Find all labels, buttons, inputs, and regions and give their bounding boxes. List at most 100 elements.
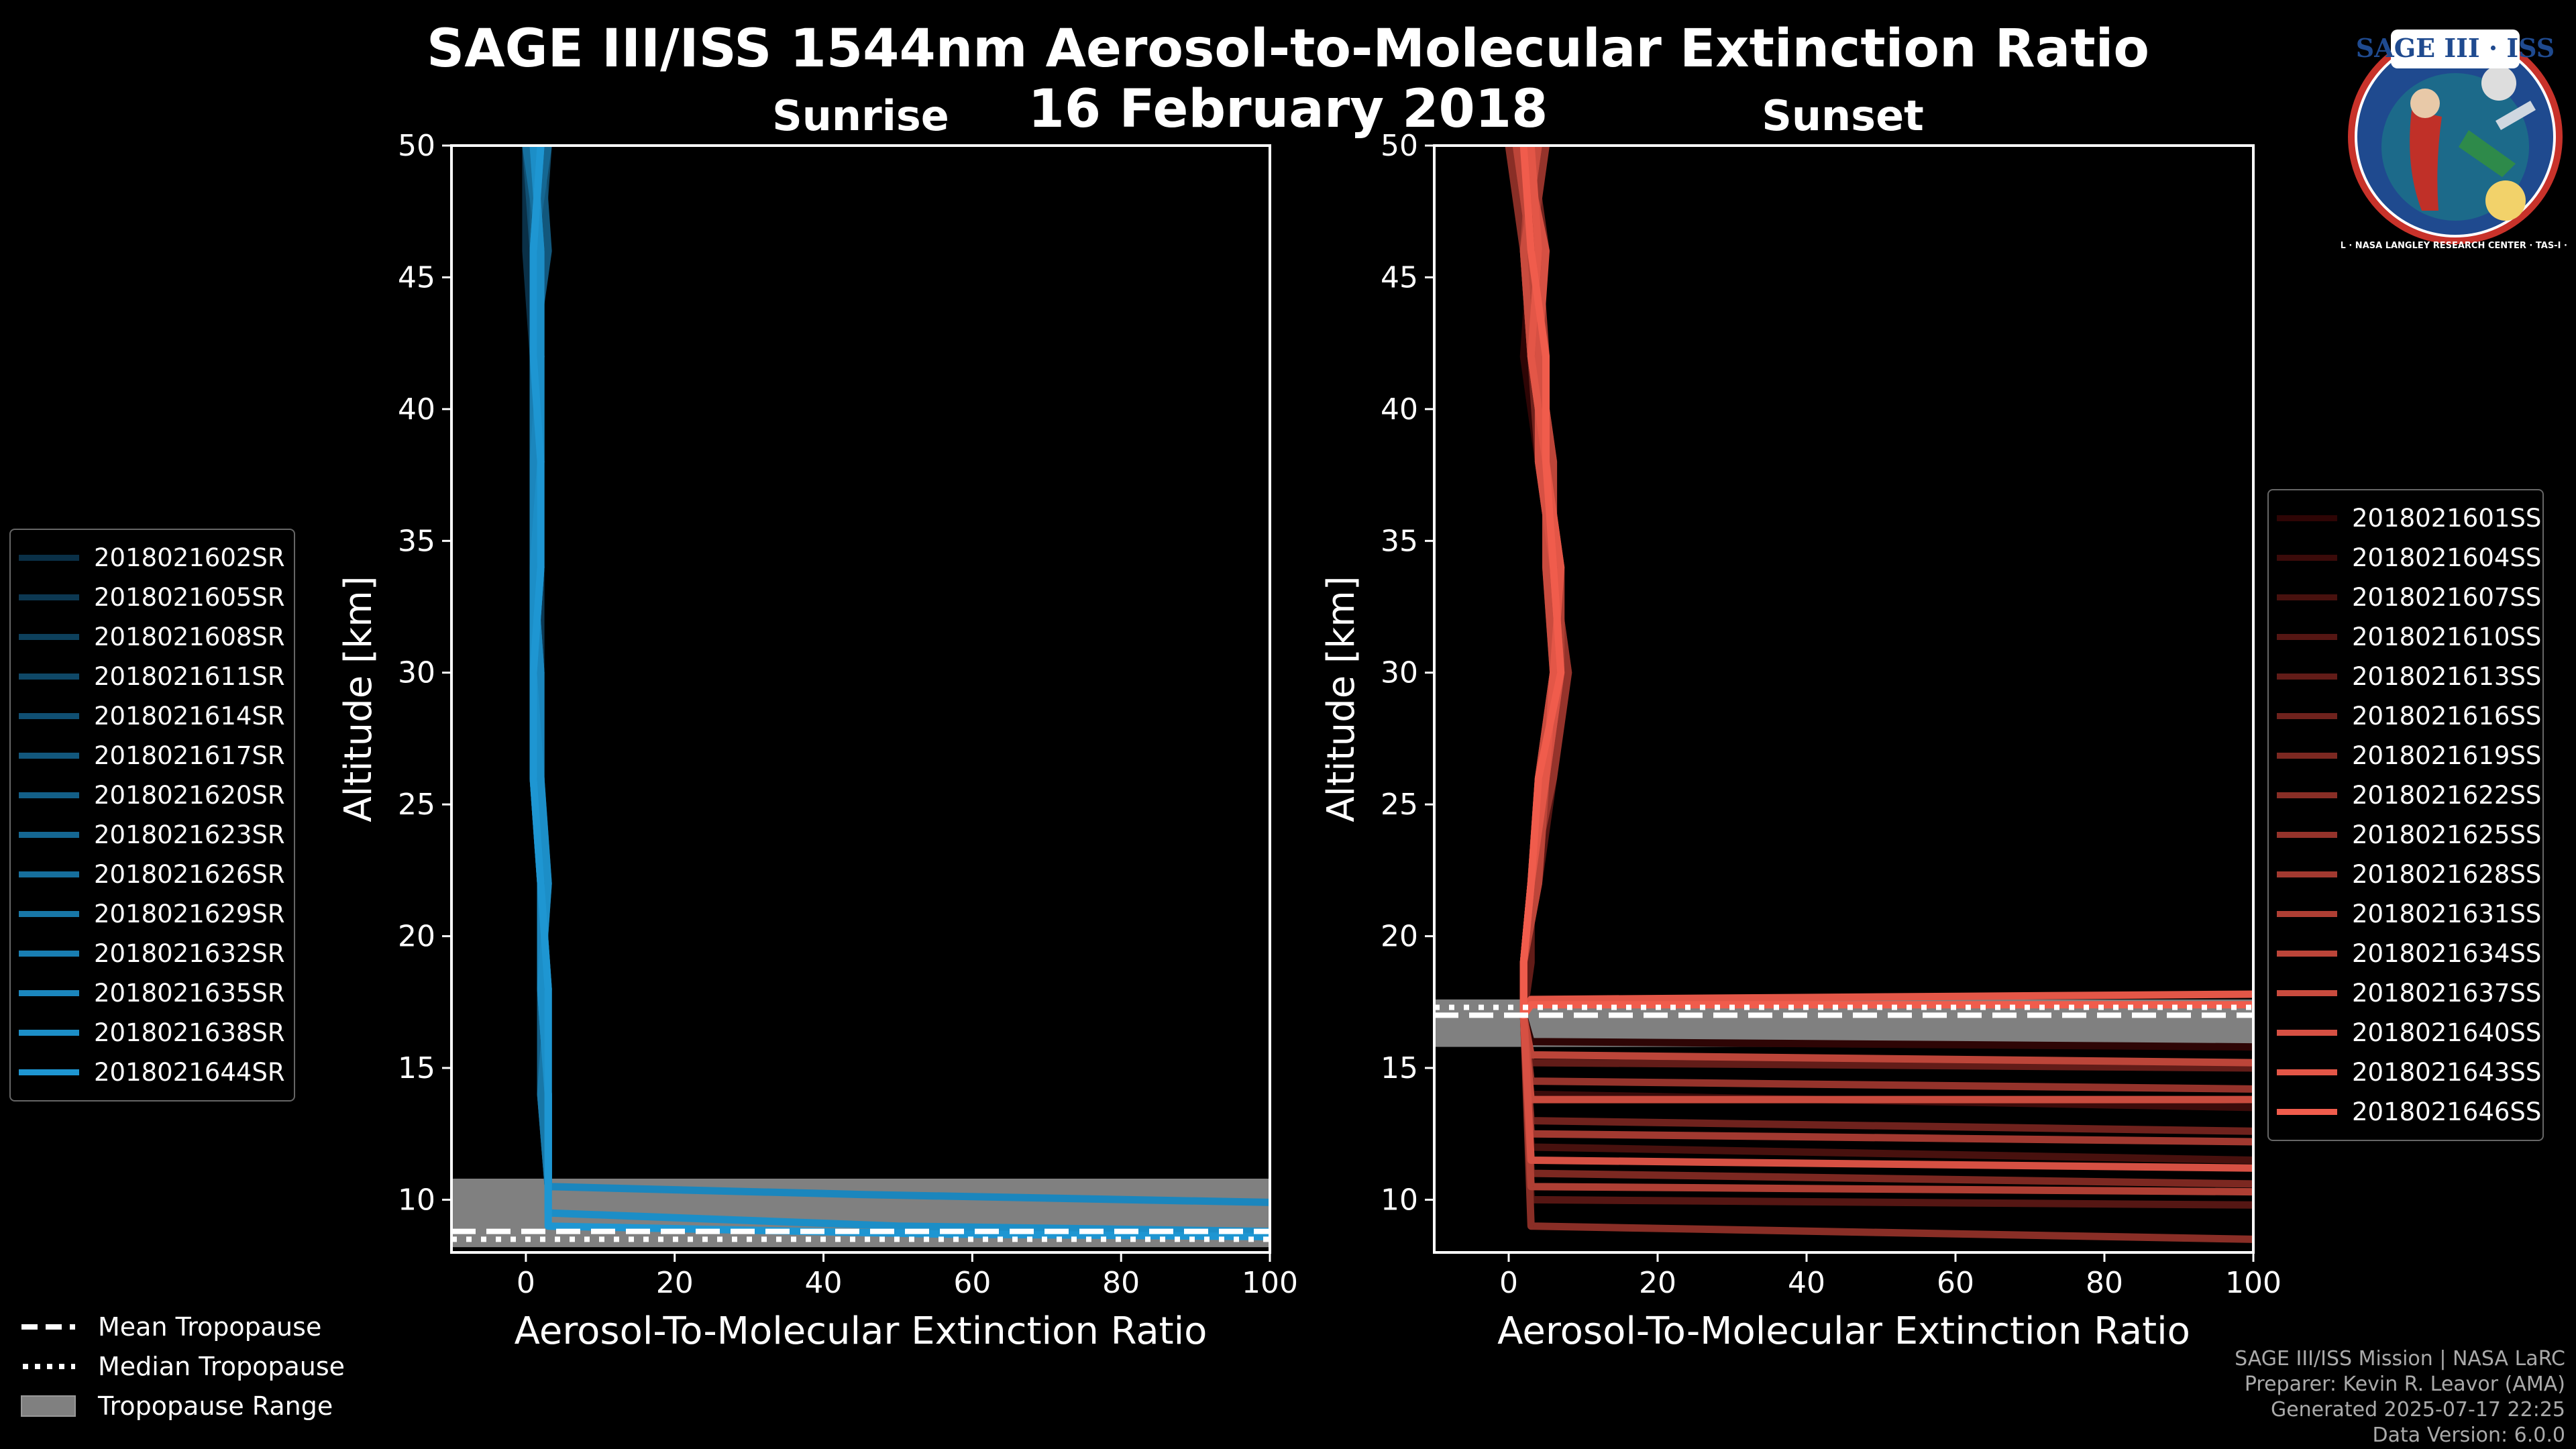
legend-range-label: Tropopause Range (98, 1391, 333, 1421)
chart-title-line1: SAGE III/ISS 1544nm Aerosol-to-Molecular… (427, 19, 2149, 79)
dashed-line-icon (21, 1324, 75, 1330)
legend-item-2018021602SR: 2018021602SR (11, 538, 294, 578)
legend-swatch (2277, 832, 2337, 838)
sunrise-panel-title: Sunrise (772, 91, 949, 140)
ss-y-tick-label: 35 (1381, 524, 1418, 558)
legend-label: 2018021620SR (94, 781, 285, 810)
legend-swatch (2277, 594, 2337, 600)
legend-label: 2018021640SS (2352, 1018, 2542, 1047)
legend-swatch (2277, 990, 2337, 996)
dotted-line-icon (23, 1363, 75, 1369)
legend-label: 2018021604SS (2352, 543, 2542, 572)
legend-item-2018021646SS: 2018021646SS (2269, 1092, 2542, 1132)
credit-mission: SAGE III/ISS Mission | NASA LaRC (2235, 1347, 2565, 1371)
ss-plot-frame (1433, 144, 2255, 1254)
legend-item-2018021611SR: 2018021611SR (11, 657, 294, 696)
legend-label: 2018021602SR (94, 543, 285, 572)
legend-median-label: Median Tropopause (98, 1351, 345, 1381)
sr-x-axis-label: Aerosol-To-Molecular Extinction Ratio (515, 1309, 1208, 1353)
legend-item-2018021632SR: 2018021632SR (11, 934, 294, 973)
ss-x-tick-label: 80 (2086, 1266, 2123, 1300)
sr-data-layer (451, 146, 1270, 1248)
legend-item-2018021638SR: 2018021638SR (11, 1013, 294, 1053)
sr-y-tick-label: 40 (398, 392, 435, 427)
legend-swatch (2277, 713, 2337, 719)
legend-label: 2018021610SS (2352, 623, 2542, 651)
credit-generated: Generated 2025-07-17 22:25 (2270, 1398, 2565, 1421)
sunset-panel-title: Sunset (1762, 91, 1924, 140)
legend-mean-tropopause: Mean Tropopause (20, 1307, 345, 1346)
legend-item-2018021623SR: 2018021623SR (11, 815, 294, 855)
ss-y-tick-label: 20 (1381, 920, 1418, 954)
legend-swatch (19, 555, 79, 561)
ss-x-tick-label: 20 (1639, 1266, 1676, 1300)
legend-item-2018021622SS: 2018021622SS (2269, 775, 2542, 815)
ss-y-axis-label: Altitude [km] (1320, 576, 1363, 822)
legend-swatch (19, 832, 79, 838)
legend-label: 2018021601SS (2352, 504, 2542, 533)
legend-label: 2018021635SR (94, 979, 285, 1008)
legend-label: 2018021613SS (2352, 662, 2542, 691)
ss-x-tick-label: 40 (1788, 1266, 1825, 1300)
ss-x-tick-label: 0 (1499, 1266, 1518, 1300)
sr-plot-area (451, 146, 1270, 1252)
legend-swatch (2277, 792, 2337, 798)
ss-y-tick-label: 40 (1381, 392, 1418, 427)
legend-swatch (19, 1069, 79, 1075)
ss-y-tick-label: 30 (1381, 656, 1418, 690)
legend-tropopause-range: Tropopause Range (20, 1386, 345, 1426)
tropopause-legend: Mean Tropopause Median Tropopause Tropop… (20, 1307, 345, 1426)
ss-x-tick-label: 60 (1937, 1266, 1974, 1300)
legend-swatch (2277, 753, 2337, 759)
legend-label: 2018021632SR (94, 939, 285, 968)
legend-label: 2018021611SR (94, 662, 285, 691)
sr-x-tick-label: 0 (517, 1266, 535, 1300)
ss-y-tick-label: 15 (1381, 1051, 1418, 1085)
legend-label: 2018021607SS (2352, 583, 2542, 612)
legend-item-2018021626SR: 2018021626SR (11, 855, 294, 894)
legend-swatch (19, 990, 79, 996)
legend-swatch (2277, 951, 2337, 957)
legend-swatch (2277, 674, 2337, 680)
sr-y-tick-label: 30 (398, 656, 435, 690)
ss-data-layer (1434, 146, 2253, 1243)
legend-label: 2018021638SR (94, 1018, 285, 1047)
legend-item-2018021644SR: 2018021644SR (11, 1053, 294, 1092)
legend-swatch (2277, 555, 2337, 561)
legend-swatch (2277, 515, 2337, 521)
legend-item-2018021613SS: 2018021613SS (2269, 657, 2542, 696)
legend-median-tropopause: Median Tropopause (20, 1346, 345, 1386)
legend-label: 2018021623SR (94, 820, 285, 849)
sr-y-tick-label: 15 (398, 1051, 435, 1085)
legend-item-2018021620SR: 2018021620SR (11, 775, 294, 815)
legend-item-2018021608SR: 2018021608SR (11, 617, 294, 657)
ss-y-tick-label: 50 (1381, 129, 1418, 163)
logo-ring-text: BALL · NASA LANGLEY RESEARCH CENTER · TA… (2341, 241, 2569, 251)
legend-item-2018021643SS: 2018021643SS (2269, 1053, 2542, 1092)
legend-label: 2018021608SR (94, 623, 285, 651)
legend-label: 2018021628SS (2352, 860, 2542, 889)
legend-label: 2018021644SR (94, 1058, 285, 1087)
ss-x-tick-label: 100 (2225, 1266, 2282, 1300)
legend-swatch (19, 951, 79, 957)
sr-y-tick-label: 45 (398, 260, 435, 294)
legend-item-2018021607SS: 2018021607SS (2269, 578, 2542, 617)
sunset-plot: 0 20 40 60 80 100 10 15 20 25 30 35 40 45 50 Aerosol-To… (1320, 129, 2282, 1353)
sr-x-tick-label: 60 (953, 1266, 991, 1300)
sunset-legend: 2018021601SS 2018021604SS 2018021607SS 2018… (2267, 489, 2544, 1141)
sr-plot-frame (450, 144, 1271, 1254)
sunrise-legend: 2018021602SR 2018021605SR 2018021608SR 2018… (9, 529, 295, 1102)
legend-item-2018021601SS: 2018021601SS (2269, 498, 2542, 538)
legend-label: 2018021626SR (94, 860, 285, 889)
legend-item-2018021631SS: 2018021631SS (2269, 894, 2542, 934)
legend-label: 2018021619SS (2352, 741, 2542, 770)
legend-label: 2018021637SS (2352, 979, 2542, 1008)
legend-label: 2018021616SS (2352, 702, 2542, 731)
legend-label: 2018021646SS (2352, 1097, 2542, 1126)
legend-label: 2018021625SS (2352, 820, 2542, 849)
legend-mean-label: Mean Tropopause (98, 1311, 322, 1342)
legend-swatch (19, 674, 79, 680)
ss-y-tick-label: 25 (1381, 788, 1418, 822)
ss-y-tick-label: 45 (1381, 260, 1418, 294)
sr-x-tick-label: 20 (656, 1266, 694, 1300)
